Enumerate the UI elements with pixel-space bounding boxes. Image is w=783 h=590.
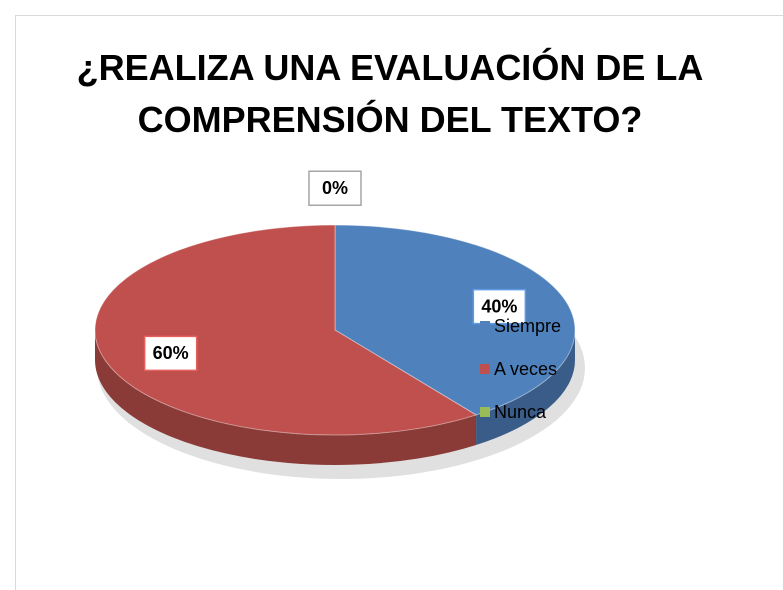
legend-label: A veces xyxy=(494,359,557,379)
data-label: 0% xyxy=(322,178,348,198)
legend-label: Nunca xyxy=(494,402,547,422)
data-label-box xyxy=(143,335,198,372)
legend-swatch xyxy=(480,321,490,331)
slice xyxy=(94,224,478,436)
chart-title: ¿REALIZA UNA EVALUACIÓN DE LA COMPRENSIÓ… xyxy=(76,47,704,140)
legend-label: Siempre xyxy=(494,316,561,336)
data-label-box xyxy=(472,288,527,325)
legend-swatch xyxy=(480,407,490,417)
slice-side xyxy=(95,330,477,465)
data-label: 40% xyxy=(481,296,517,316)
data-label-box xyxy=(308,170,362,206)
data-label: 60% xyxy=(153,343,189,363)
legend-swatch xyxy=(480,364,490,374)
slice-side xyxy=(476,330,575,445)
slice xyxy=(334,224,576,416)
